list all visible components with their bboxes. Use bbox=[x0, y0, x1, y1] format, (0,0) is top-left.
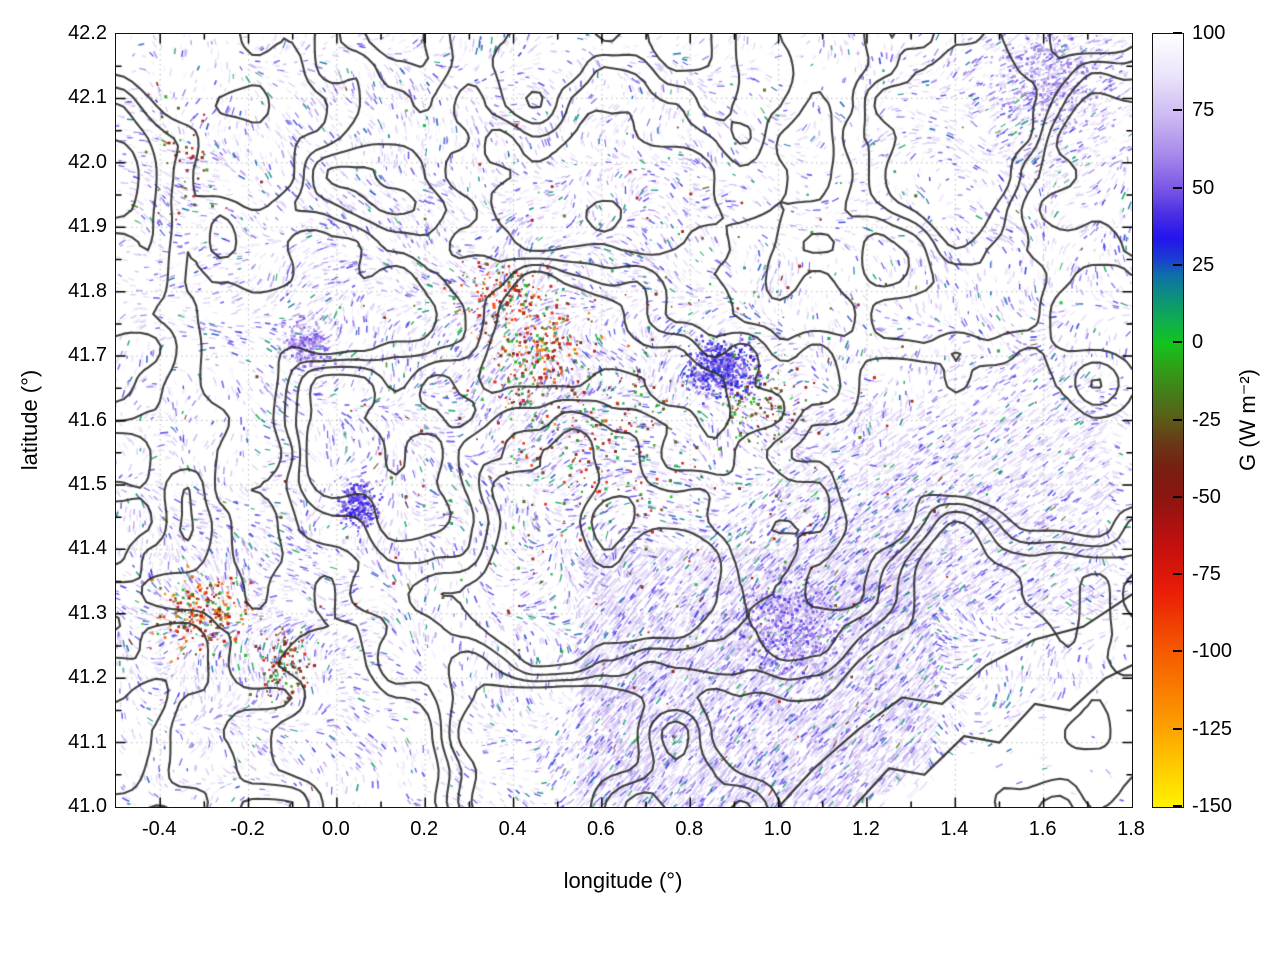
colorbar-tick-label: -75 bbox=[1192, 563, 1221, 586]
colorbar-tick-label: -100 bbox=[1192, 640, 1233, 663]
x-tick-label: -0.2 bbox=[230, 818, 265, 840]
colorbar-tick-mark bbox=[1173, 263, 1182, 266]
colorbar-tick-mark bbox=[1173, 805, 1182, 807]
x-tick-label: 0.8 bbox=[675, 818, 704, 840]
colorbar-tick-mark bbox=[1173, 418, 1182, 421]
colorbar-tick-mark bbox=[1173, 495, 1182, 498]
colorbar-tick-mark bbox=[1173, 109, 1182, 112]
colorbar bbox=[1152, 33, 1184, 808]
colorbar-label: G (W m⁻²) bbox=[1235, 368, 1260, 472]
y-tick-label: 41.2 bbox=[68, 666, 107, 689]
x-tick-label: 0.6 bbox=[587, 818, 615, 840]
colorbar-tick-label: -50 bbox=[1192, 485, 1221, 508]
colorbar-tick-mark bbox=[1173, 650, 1182, 653]
plot-area bbox=[115, 33, 1133, 808]
heatmap-canvas bbox=[116, 34, 1132, 807]
y-tick-label: 41.0 bbox=[68, 795, 107, 817]
colorbar-tick-label: 0 bbox=[1192, 331, 1204, 354]
x-tick-label: 1.6 bbox=[1028, 818, 1057, 840]
colorbar-tick-mark bbox=[1173, 32, 1182, 34]
y-tick-label: 42.1 bbox=[68, 86, 107, 109]
x-tick-label: 1.4 bbox=[940, 818, 969, 840]
y-tick-label: 41.3 bbox=[68, 601, 107, 624]
y-tick-label: 41.4 bbox=[68, 537, 107, 560]
x-tick-label: 0.2 bbox=[410, 818, 439, 840]
colorbar-tick-label: 75 bbox=[1192, 99, 1215, 122]
y-tick-label: 41.5 bbox=[68, 472, 107, 495]
colorbar-tick-label: 25 bbox=[1192, 253, 1215, 276]
x-tick-label: 1.2 bbox=[852, 818, 880, 840]
colorbar-tick-label: 50 bbox=[1192, 176, 1215, 199]
y-tick-label: 41.7 bbox=[68, 344, 107, 367]
colorbar-tick-label: -125 bbox=[1192, 717, 1233, 740]
colorbar-gradient bbox=[1153, 34, 1183, 807]
x-axis-label: longitude (°) bbox=[563, 868, 683, 893]
y-tick-label: 41.1 bbox=[68, 730, 107, 753]
x-tick-label: 1.8 bbox=[1117, 818, 1145, 840]
colorbar-tick-label: 100 bbox=[1192, 22, 1226, 44]
x-tick-label: 0.4 bbox=[498, 818, 527, 840]
y-tick-label: 41.8 bbox=[68, 279, 107, 302]
colorbar-tick-label: -25 bbox=[1192, 408, 1221, 431]
y-tick-label: 41.9 bbox=[68, 215, 107, 238]
colorbar-tick-mark bbox=[1173, 341, 1182, 344]
colorbar-tick-mark bbox=[1173, 186, 1182, 189]
y-tick-label: 42.0 bbox=[68, 150, 107, 173]
x-tick-label: -0.4 bbox=[141, 818, 177, 840]
y-tick-label: 41.6 bbox=[68, 408, 107, 431]
y-axis-label: latitude (°) bbox=[17, 369, 42, 471]
colorbar-tick-mark bbox=[1173, 727, 1182, 730]
x-tick-label: 0.0 bbox=[321, 818, 350, 840]
colorbar-tick-label: -150 bbox=[1192, 795, 1233, 817]
y-tick-label: 42.2 bbox=[68, 22, 107, 44]
x-tick-label: 1.0 bbox=[763, 818, 792, 840]
colorbar-tick-mark bbox=[1173, 573, 1182, 576]
